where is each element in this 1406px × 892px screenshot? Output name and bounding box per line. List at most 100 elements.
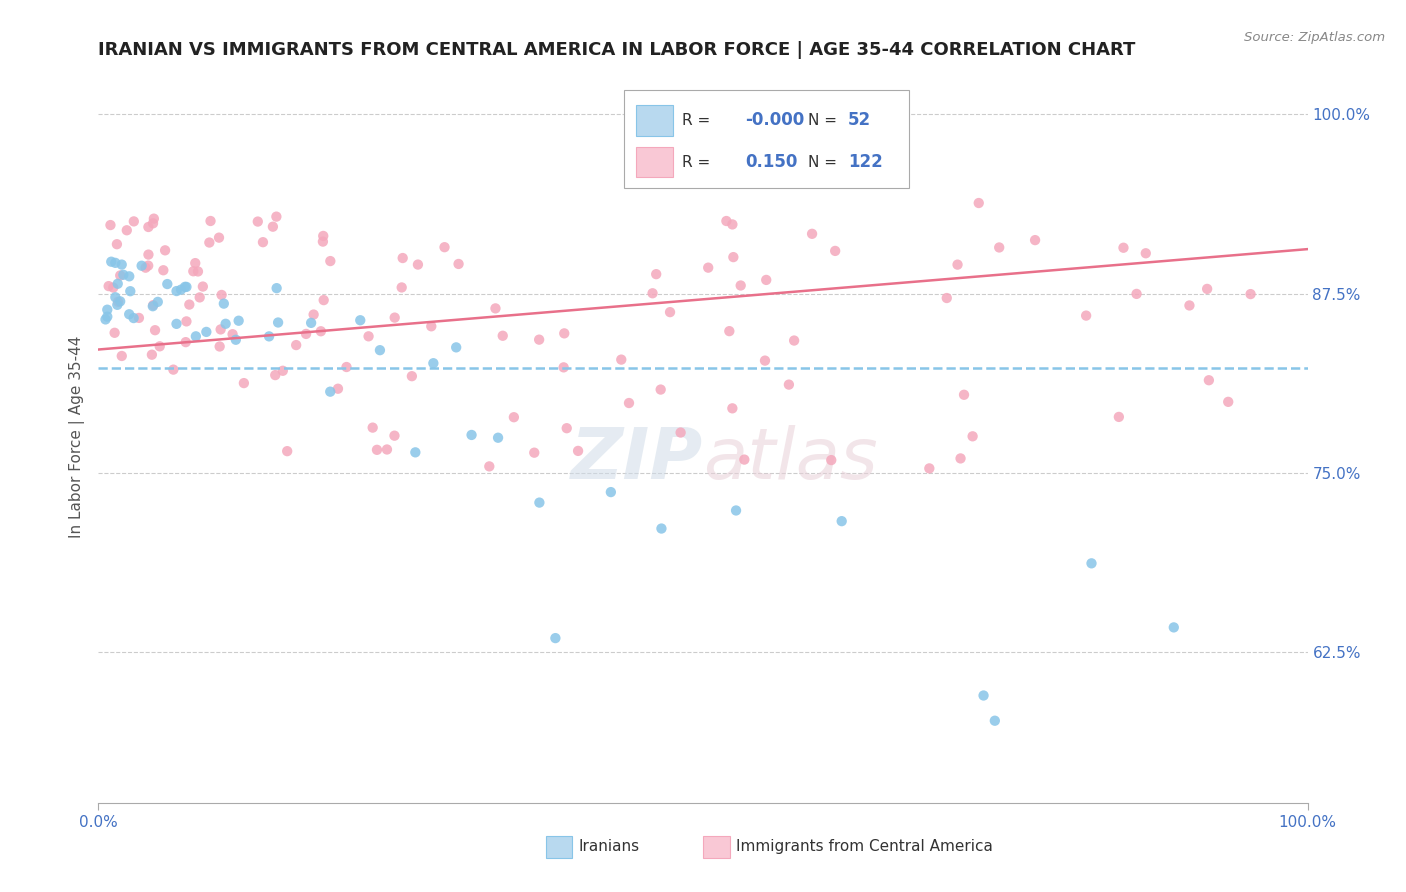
Point xyxy=(1024,233,1046,247)
Point xyxy=(553,360,575,375)
Point xyxy=(697,260,720,275)
Point xyxy=(208,230,231,244)
Point xyxy=(312,293,335,307)
Point xyxy=(659,305,682,319)
Point xyxy=(641,286,664,301)
Point xyxy=(128,310,150,325)
Point xyxy=(460,428,482,442)
Text: 0.150: 0.150 xyxy=(745,153,797,171)
Text: ZIP: ZIP xyxy=(571,425,703,493)
Point xyxy=(1112,241,1135,255)
Point xyxy=(111,258,134,272)
Point xyxy=(368,343,391,358)
Point xyxy=(195,325,218,339)
Point xyxy=(486,431,509,445)
Point xyxy=(820,453,842,467)
Point xyxy=(94,312,117,326)
Point xyxy=(1108,409,1130,424)
Point xyxy=(401,369,423,384)
Point xyxy=(1135,246,1157,260)
Point xyxy=(523,445,546,459)
Point xyxy=(112,268,135,282)
Point xyxy=(723,250,745,264)
Point xyxy=(484,301,506,316)
Point xyxy=(105,237,128,252)
Point xyxy=(181,264,204,278)
Point xyxy=(1076,309,1098,323)
Point xyxy=(831,514,853,528)
Point xyxy=(115,223,138,237)
Point xyxy=(650,522,672,536)
Point xyxy=(166,317,188,331)
Point xyxy=(179,297,201,311)
Point xyxy=(198,235,221,250)
Point xyxy=(142,298,165,312)
Point xyxy=(176,280,198,294)
Point xyxy=(100,218,122,232)
Text: -0.000: -0.000 xyxy=(745,112,804,129)
Point xyxy=(267,316,290,330)
Text: 122: 122 xyxy=(848,153,883,171)
Point xyxy=(266,281,288,295)
Point xyxy=(104,290,127,304)
Point xyxy=(184,329,207,343)
Point xyxy=(567,443,589,458)
Point xyxy=(262,219,284,234)
Point xyxy=(617,396,640,410)
Point xyxy=(131,259,153,273)
Point xyxy=(335,359,357,374)
Point xyxy=(214,317,236,331)
Point xyxy=(138,247,160,261)
Point xyxy=(384,428,406,442)
Text: IRANIAN VS IMMIGRANTS FROM CENTRAL AMERICA IN LABOR FORCE | AGE 35-44 CORRELATIO: IRANIAN VS IMMIGRANTS FROM CENTRAL AMERI… xyxy=(98,41,1136,59)
Point xyxy=(107,294,129,309)
Point xyxy=(406,258,429,272)
Text: N =: N = xyxy=(808,113,837,128)
Point xyxy=(97,279,120,293)
Point xyxy=(212,296,235,310)
Point xyxy=(946,258,969,272)
Point xyxy=(156,277,179,291)
Point xyxy=(553,326,575,341)
Point xyxy=(599,485,621,500)
Point xyxy=(527,333,550,347)
Point xyxy=(104,326,127,340)
Point xyxy=(174,335,197,350)
Point xyxy=(1197,282,1219,296)
Point xyxy=(153,244,176,258)
Point xyxy=(228,314,250,328)
Point xyxy=(104,256,127,270)
Point xyxy=(118,269,141,284)
Point xyxy=(422,356,444,370)
Point xyxy=(967,196,990,211)
Point xyxy=(502,410,524,425)
Point xyxy=(721,218,744,232)
Point xyxy=(257,329,280,343)
Point xyxy=(146,294,169,309)
Point xyxy=(191,279,214,293)
FancyBboxPatch shape xyxy=(703,836,730,858)
Point xyxy=(188,290,211,304)
Point xyxy=(391,251,413,265)
Point xyxy=(447,257,470,271)
Point xyxy=(953,388,976,402)
Point xyxy=(122,214,145,228)
Text: Iranians: Iranians xyxy=(578,839,640,855)
Point xyxy=(221,327,243,342)
Point xyxy=(122,311,145,326)
FancyBboxPatch shape xyxy=(637,146,672,178)
Point xyxy=(1178,298,1201,312)
Point xyxy=(120,284,142,298)
Text: R =: R = xyxy=(682,113,710,128)
FancyBboxPatch shape xyxy=(624,90,908,188)
Text: R =: R = xyxy=(682,154,710,169)
Point xyxy=(375,442,398,457)
Point xyxy=(801,164,824,178)
Point xyxy=(1198,373,1220,387)
Point xyxy=(984,714,1007,728)
Point xyxy=(176,314,198,328)
Point xyxy=(100,254,122,268)
Point xyxy=(271,364,294,378)
Point xyxy=(266,210,288,224)
Point xyxy=(143,323,166,337)
